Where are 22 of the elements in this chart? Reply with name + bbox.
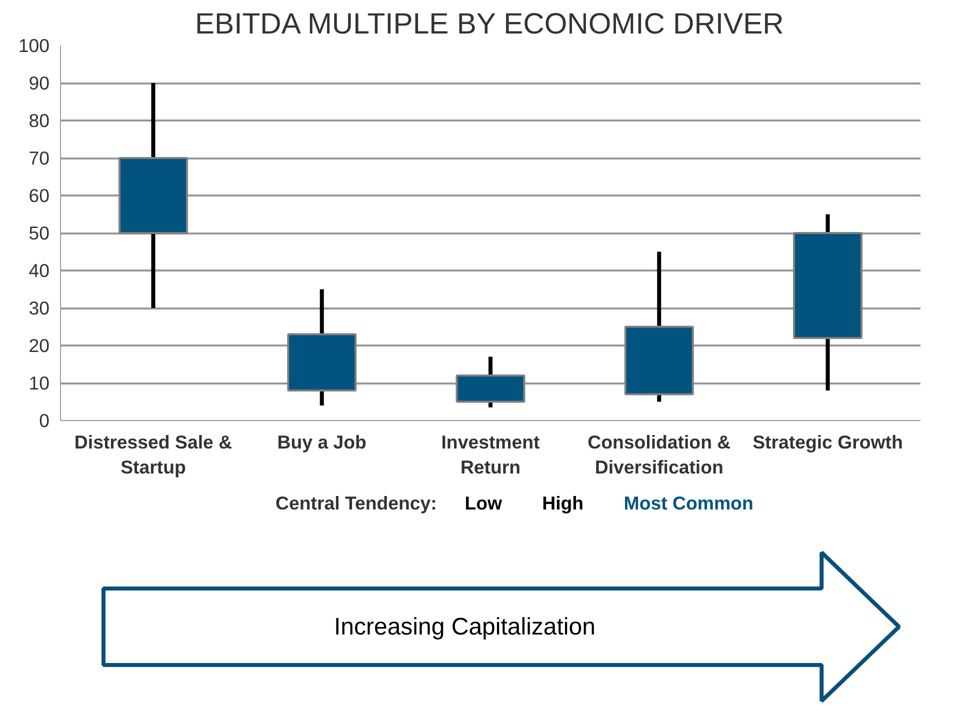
y-tick-label: 10: [28, 372, 50, 394]
y-tick-label: 60: [28, 185, 50, 206]
y-tick-label: 40: [28, 260, 50, 281]
chart-title: EBITDA MULTIPLE BY ECONOMIC DRIVER: [195, 8, 784, 40]
y-tick-label: 50: [28, 222, 50, 244]
y-tick-label: 70: [28, 148, 50, 168]
text: High: [542, 492, 584, 514]
y-tick-label: 20: [28, 335, 50, 356]
x-tick-label: Buy a Job: [277, 432, 366, 452]
y-tick-label: 90: [28, 72, 50, 94]
text: Central Tendency:: [276, 492, 437, 514]
x-tick-label: Investment Return: [441, 432, 540, 478]
text: Increasing Capitalization: [334, 613, 596, 640]
y-tick-label: 100: [18, 35, 50, 56]
y-tick-label: 0: [39, 410, 50, 431]
x-tick-label: Consolidation & Diversification: [588, 432, 731, 478]
y-tick-label: 80: [28, 110, 50, 131]
y-tick-label: 30: [28, 298, 50, 318]
x-tick-label: Distressed Sale & Startup: [74, 432, 232, 478]
x-tick-label: Strategic Growth: [752, 432, 903, 452]
text: Most Common: [624, 492, 754, 514]
text: Low: [464, 492, 502, 514]
